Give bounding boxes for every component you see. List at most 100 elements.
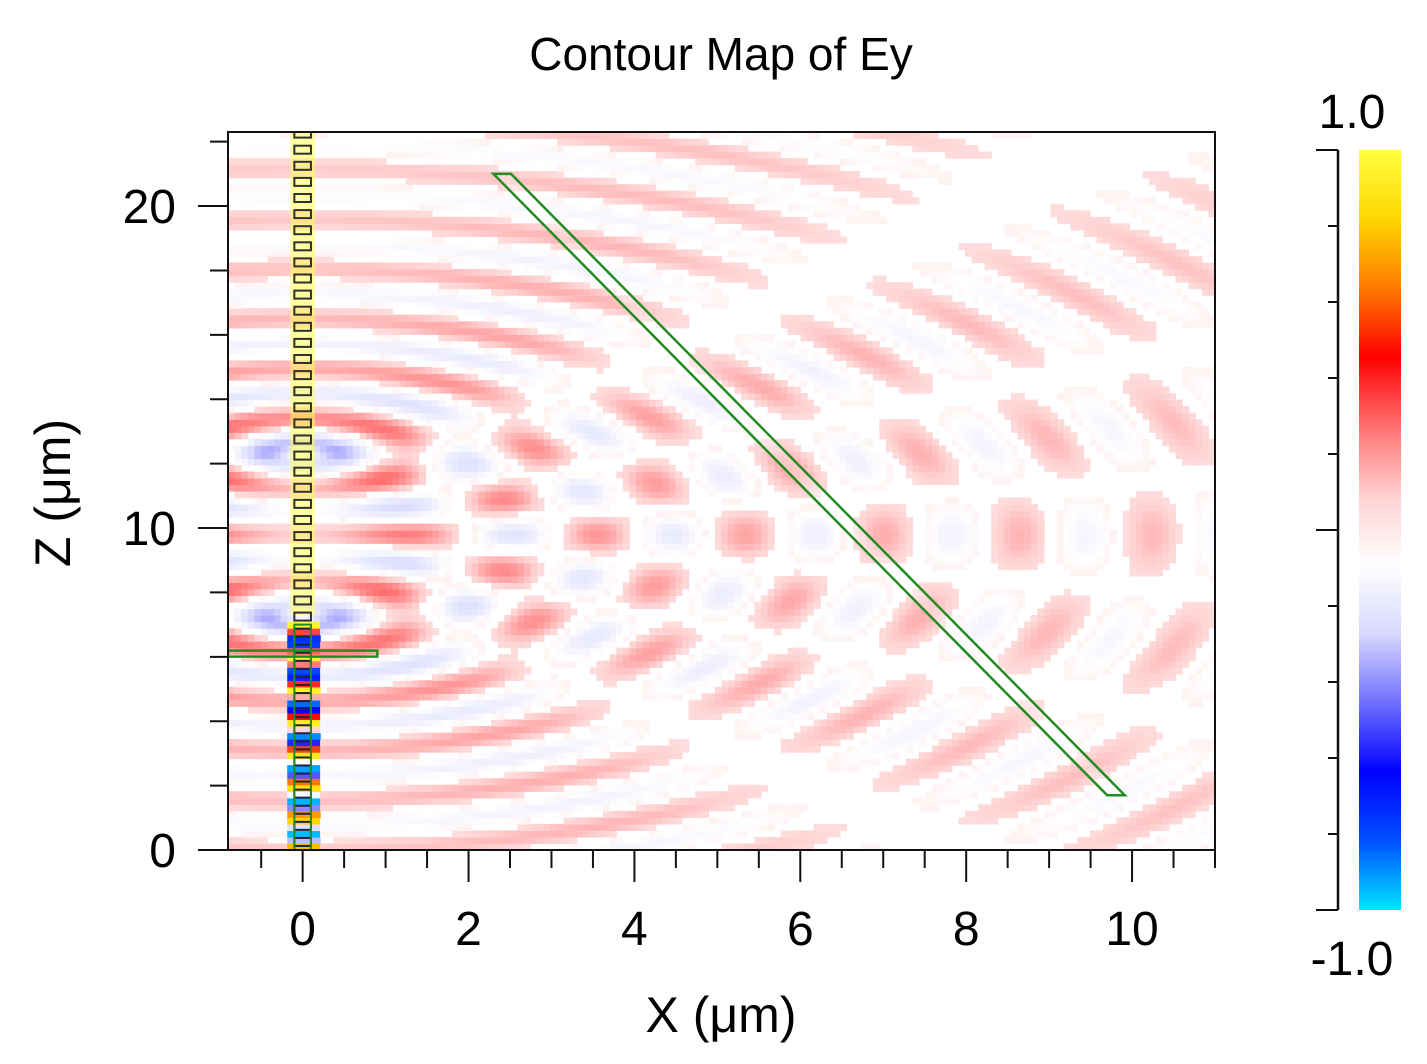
field-cell (1149, 804, 1157, 812)
field-cell (1208, 536, 1215, 544)
field-cell (504, 673, 512, 681)
field-cell (589, 784, 598, 792)
field-cell (734, 588, 742, 597)
field-cell (833, 667, 841, 675)
field-cell (734, 601, 742, 610)
field-cell (589, 706, 598, 714)
field-cell (754, 536, 762, 544)
field-cell (366, 797, 374, 805)
field-cell (517, 608, 525, 616)
field-cell (754, 608, 762, 616)
field-cell (1017, 699, 1025, 707)
field-cell (734, 654, 742, 662)
field-cell (524, 732, 532, 740)
field-cell (997, 765, 1006, 773)
field-cell (866, 601, 874, 610)
field-cell (471, 595, 479, 603)
field-cell (912, 680, 920, 688)
field-cell (622, 588, 630, 597)
field-cell (964, 725, 973, 734)
field-cell (826, 823, 834, 832)
field-cell (708, 830, 716, 838)
field-cell (385, 771, 394, 779)
field-cell (484, 667, 492, 675)
field-cell (616, 758, 624, 766)
field-cell (991, 634, 999, 642)
field-cell (339, 843, 348, 850)
field-cell (254, 797, 262, 805)
field-cell (1017, 836, 1025, 845)
field-cell (853, 725, 861, 734)
field-cell (557, 784, 565, 792)
field-cell (267, 739, 275, 747)
field-cell (1188, 621, 1196, 629)
field-cell (228, 771, 236, 779)
field-cell (1168, 797, 1177, 805)
field-cell (491, 791, 499, 799)
field-cell (425, 628, 433, 636)
field-cell (655, 647, 663, 655)
field-cell (412, 601, 420, 610)
field-cell (668, 647, 677, 655)
field-cell (932, 536, 940, 544)
field-cell (596, 706, 604, 714)
field-cell (353, 719, 361, 727)
field-cell (412, 556, 420, 564)
field-cell (399, 719, 407, 727)
field-cell (228, 660, 236, 668)
field-cell (1175, 836, 1183, 845)
field-cell (964, 752, 973, 760)
field-cell (728, 530, 736, 538)
field-cell (517, 797, 525, 805)
field-cell (359, 830, 367, 838)
field-cell (530, 719, 538, 727)
field-cell (438, 765, 446, 773)
field-cell (1201, 784, 1210, 792)
field-cell (399, 758, 407, 766)
field-cell (530, 536, 538, 544)
field-cell (287, 634, 295, 642)
field-cell (662, 673, 670, 681)
field-cell (228, 628, 236, 636)
field-cell (1070, 595, 1078, 603)
field-cell (741, 699, 749, 707)
field-cell (1011, 549, 1019, 557)
field-cell (1070, 654, 1078, 662)
field-cell (563, 745, 571, 753)
field-cell (445, 791, 453, 799)
field-cell (1030, 752, 1038, 760)
field-cell (280, 680, 288, 688)
field-cell (622, 634, 630, 642)
field-cell (1070, 719, 1078, 727)
field-cell (228, 575, 236, 583)
field-cell (563, 771, 571, 779)
field-cell (991, 784, 999, 792)
field-cell (971, 784, 979, 792)
field-cell (609, 732, 617, 740)
field-cell (241, 778, 249, 786)
field-cell (964, 745, 973, 753)
field-cell (247, 641, 255, 649)
field-cell (616, 752, 624, 760)
field-cell (379, 556, 387, 564)
field-cell (517, 725, 525, 734)
field-cell (293, 739, 301, 747)
field-cell (1076, 843, 1084, 850)
field-cell (570, 752, 578, 760)
field-cell (826, 686, 834, 694)
field-cell (313, 601, 321, 610)
field-cell (405, 817, 413, 825)
field-cell (392, 523, 400, 531)
field-cell (425, 693, 433, 701)
field-cell (886, 725, 894, 734)
field-cell (997, 556, 1006, 564)
field-cell (932, 621, 940, 629)
field-cell (1136, 784, 1144, 792)
field-cell (333, 739, 341, 747)
field-cell (603, 562, 611, 570)
field-cell (326, 530, 334, 538)
field-cell (1063, 608, 1071, 616)
field-cell (682, 575, 690, 583)
field-cell (287, 797, 295, 805)
field-cell (616, 543, 624, 551)
